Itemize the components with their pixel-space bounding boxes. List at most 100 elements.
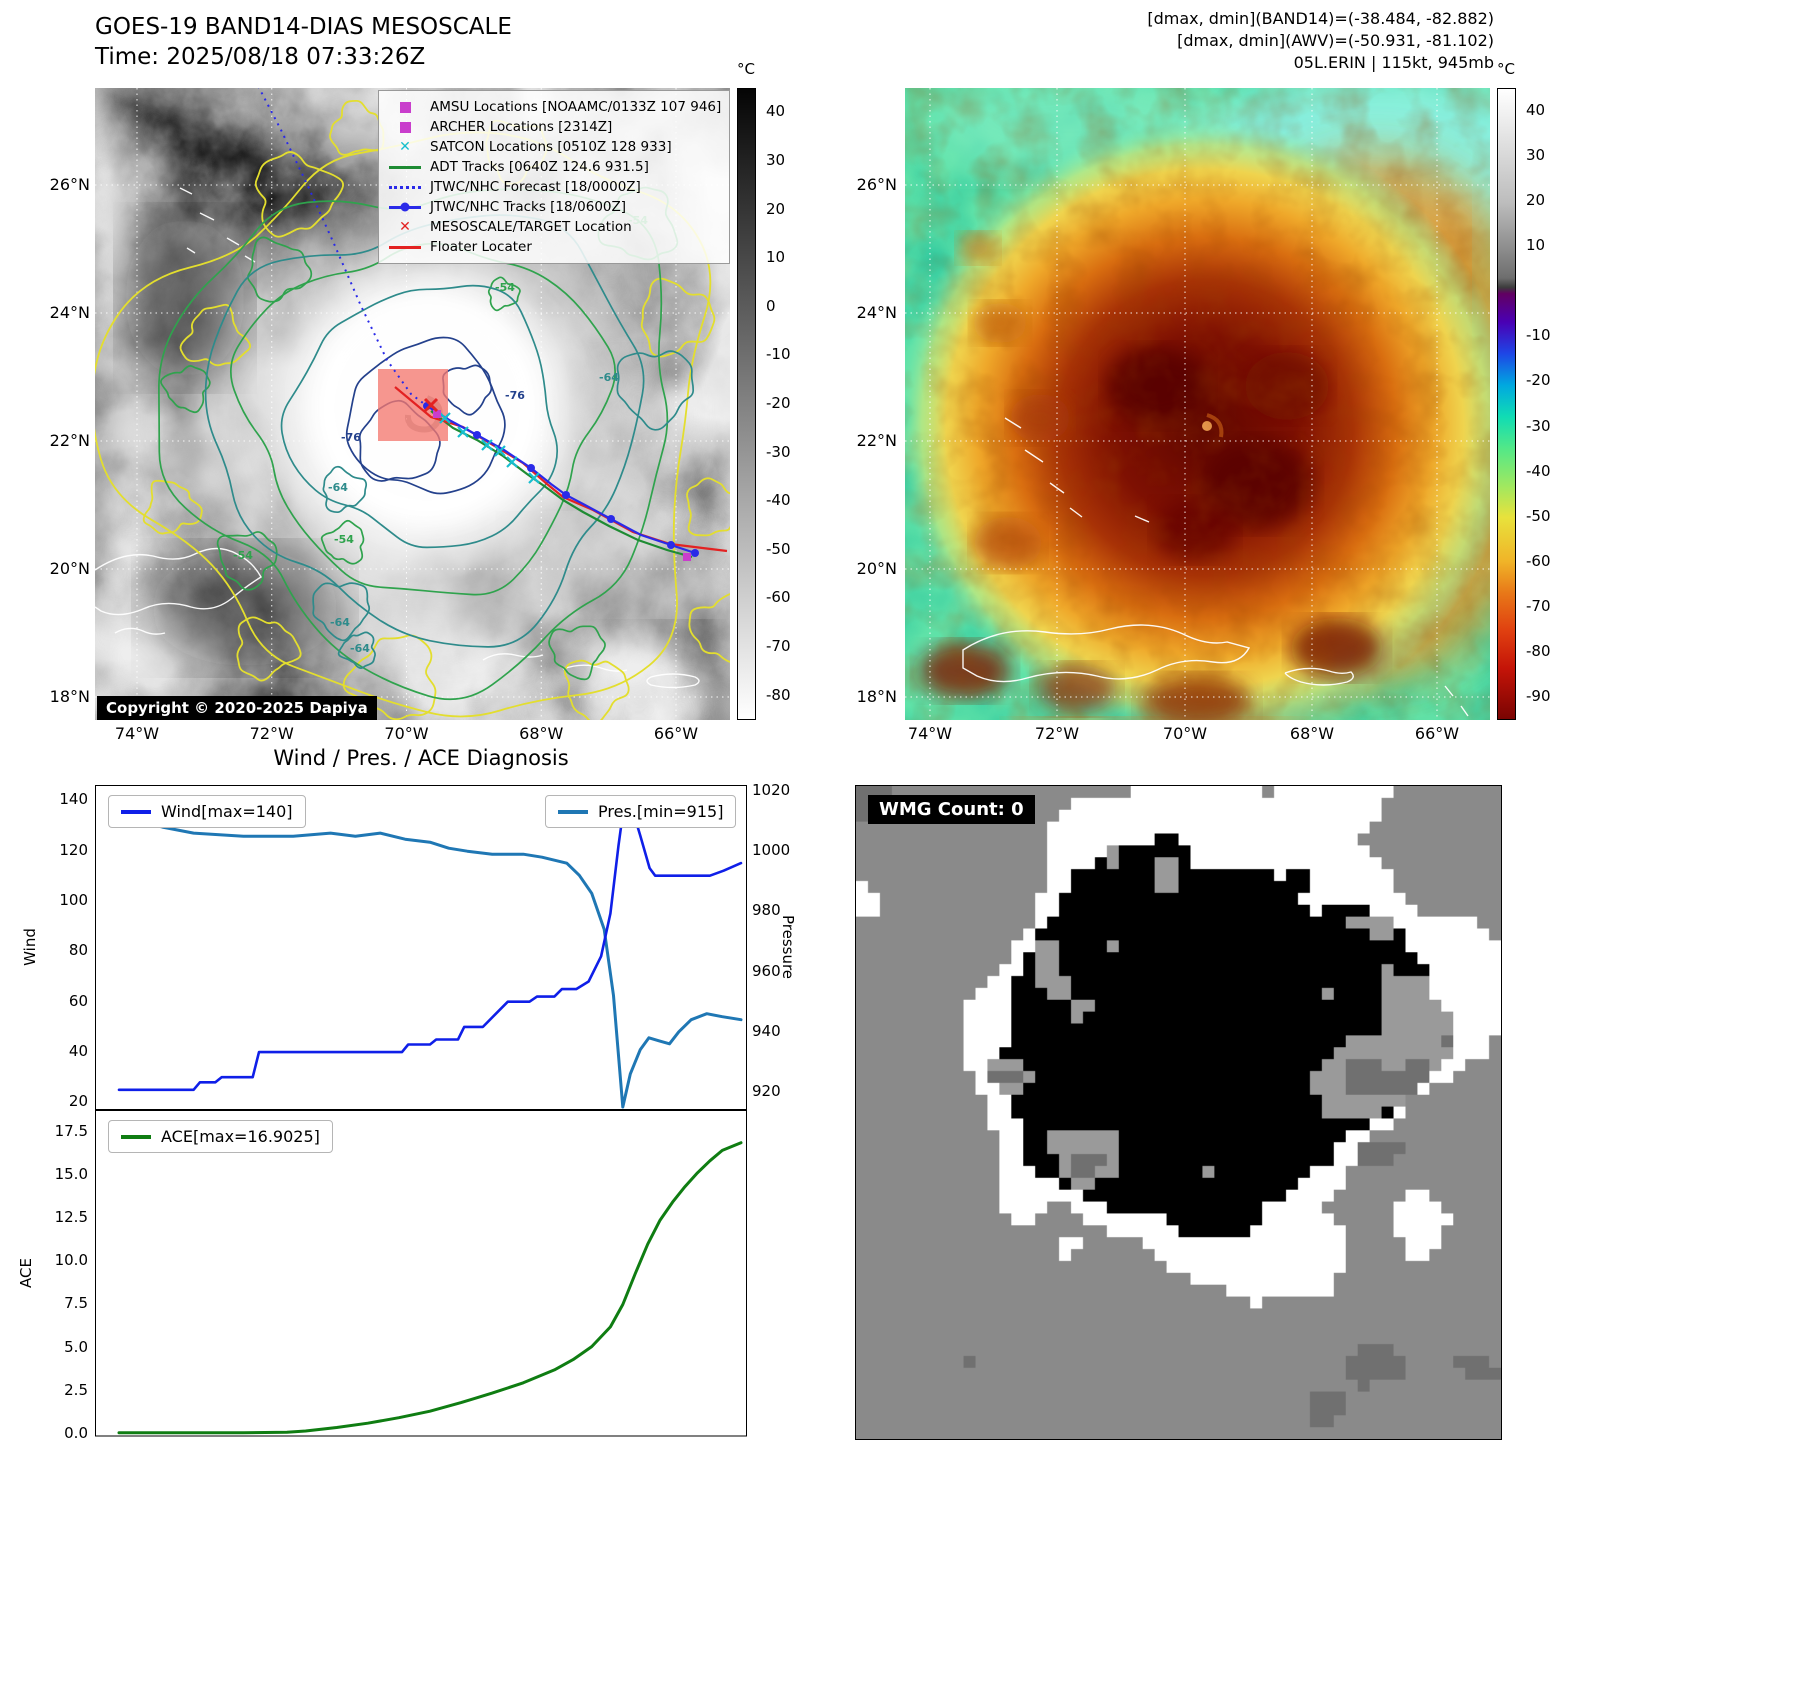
- ace-tick-label: 12.5: [54, 1208, 88, 1227]
- dmax-band14-line: [dmax, dmin](BAND14)=(-38.484, -82.882): [1147, 9, 1494, 28]
- satcon-marker: [439, 412, 451, 424]
- colorbar-tick: 20: [1526, 190, 1546, 209]
- color-ir-panel: [dmax, dmin](BAND14)=(-38.484, -82.882) …: [800, 0, 1801, 743]
- ace-tick-label: 5.0: [64, 1337, 88, 1356]
- ace-legend: ACE[max=16.9025]: [108, 1120, 333, 1153]
- legend-item: ✕ SATCON Locations [0510Z 128 933]: [388, 137, 720, 157]
- legend-marker: [388, 165, 422, 169]
- graticule: [905, 88, 1490, 720]
- coastlines: [962, 417, 1469, 717]
- color-ir-satellite-map: [905, 88, 1490, 720]
- pressure-tick-label: 980: [752, 901, 781, 920]
- lon-tick-label: 66°W: [1414, 724, 1460, 743]
- colorbar-tick: -40: [1526, 461, 1551, 480]
- legend-label: JTWC/NHC Tracks [18/0600Z]: [430, 199, 627, 215]
- lat-tick-label: 26°N: [49, 175, 90, 194]
- colorbar-tick: -90: [1526, 687, 1551, 706]
- colorbar-tick: -20: [1526, 371, 1551, 390]
- lon-tick-label: 74°W: [907, 724, 953, 743]
- ace-tick-label: 2.5: [64, 1380, 88, 1399]
- square-marker-icon: [399, 101, 411, 113]
- colorbar-tick-layer: 40 30 20 10 -10 -20 -30 -40 -50 -60 -70 -80 -90: [1522, 88, 1566, 720]
- dot-marker-icon: [400, 202, 410, 212]
- band14-panel: GOES-19 BAND14-DIAS MESOSCALE Time: 2025…: [0, 0, 800, 743]
- wind-legend-label: Wind[max=140]: [161, 802, 293, 821]
- colorbar-tick: 40: [766, 102, 786, 121]
- lon-tick-label: 70°W: [384, 724, 429, 743]
- colorbar-tick: -70: [766, 637, 791, 656]
- dotted-line-icon: [389, 185, 421, 189]
- colorbar-unit-label: °C: [737, 60, 755, 78]
- wind-tick-label: 40: [68, 1042, 88, 1061]
- longitude-axis: 74°W 72°W 70°W 68°W 66°W: [905, 724, 1490, 750]
- wind-axis-label: Wind: [21, 928, 39, 966]
- copyright-label: Copyright © 2020-2025 Dapiya: [97, 696, 377, 720]
- lon-tick-label: 68°W: [519, 724, 564, 743]
- line-icon: [389, 165, 421, 169]
- ace-legend-label: ACE[max=16.9025]: [161, 1127, 320, 1146]
- legend-item: ADT Tracks [0640Z 124.6 931.5]: [388, 157, 720, 177]
- target-x-marker: [423, 397, 439, 413]
- colorbar-tick: -50: [1526, 506, 1551, 525]
- colorbar-tick: -10: [766, 345, 791, 364]
- lon-tick-label: 66°W: [653, 724, 699, 743]
- colorbar-tick: -50: [766, 539, 791, 558]
- ace-tick-label: 0.0: [64, 1423, 88, 1442]
- mesoscale-target-square: [378, 369, 448, 441]
- pressure-tick-label: 940: [752, 1021, 781, 1040]
- colorbar-tick: -10: [1526, 326, 1551, 345]
- jtwc-track-point: [667, 541, 675, 549]
- satcon-marker: [481, 439, 493, 451]
- wmg-pixel-image: [856, 786, 1501, 1439]
- storm-id-line: 05L.ERIN | 115kt, 945mb: [1293, 53, 1494, 72]
- colorbar-tick: 20: [766, 199, 786, 218]
- lon-tick-label: 70°W: [1162, 724, 1208, 743]
- lat-tick-label: 22°N: [856, 431, 897, 450]
- pressure-legend-label: Pres.[min=915]: [598, 802, 724, 821]
- legend-label: Floater Locater: [430, 239, 532, 255]
- wind-legend: Wind[max=140]: [108, 795, 306, 828]
- colorbar-tick: 10: [1526, 236, 1546, 254]
- longitude-axis: 74°W 72°W 70°W 68°W 66°W: [95, 724, 730, 750]
- lat-tick-label: 18°N: [856, 687, 897, 706]
- wind-tick-label: 100: [59, 890, 88, 909]
- panel1-subtitle: Time: 2025/08/18 07:33:26Z: [95, 44, 426, 70]
- pressure-tick-label: 1000: [752, 841, 791, 860]
- legend-item: ARCHER Locations [2314Z]: [388, 117, 720, 137]
- lat-tick-label: 22°N: [49, 431, 90, 450]
- dmax-awv-line: [dmax, dmin](AWV)=(-50.931, -81.102): [1177, 31, 1494, 50]
- panel1-title: GOES-19 BAND14-DIAS MESOSCALE: [95, 14, 512, 40]
- amsu-archer-marker: [683, 553, 691, 561]
- wmg-count-badge: WMG Count: 0: [868, 795, 1035, 824]
- lat-tick-label: 24°N: [856, 303, 897, 322]
- chart-title: Wind / Pres. / ACE Diagnosis: [273, 746, 569, 770]
- lat-tick-label: 20°N: [49, 559, 90, 578]
- legend-label: SATCON Locations [0510Z 128 933]: [430, 139, 672, 155]
- latitude-axis: 26°N 24°N 22°N 20°N 18°N: [843, 88, 897, 720]
- colorbar-tick: -70: [1526, 597, 1551, 616]
- pressure-legend: Pres.[min=915]: [545, 795, 737, 828]
- wind-tick-label: 60: [68, 991, 88, 1010]
- lat-tick-label: 18°N: [49, 687, 90, 706]
- legend-marker: [388, 245, 422, 249]
- colorbar-tick: -60: [1526, 552, 1551, 570]
- ace-tick-label: 10.0: [54, 1251, 88, 1270]
- colorbar-unit-label: °C: [1497, 60, 1515, 78]
- colorbar-tick: -80: [1526, 642, 1551, 661]
- adt-track: [430, 410, 693, 559]
- x-marker-icon: ✕: [399, 219, 411, 235]
- legend-marker: [388, 202, 422, 212]
- line-icon: [389, 245, 421, 249]
- colorbar-tick: 40: [1526, 100, 1546, 119]
- amsu-archer-marker: [433, 410, 441, 418]
- satcon-marker: [457, 426, 469, 438]
- pressure-series-line: [117, 813, 743, 1109]
- legend-label: MESOSCALE/TARGET Location: [430, 219, 632, 235]
- ace-axis-label: ACE: [17, 1258, 35, 1288]
- wind-tick-label: 20: [68, 1092, 88, 1111]
- ace-tick-label: 7.5: [64, 1294, 88, 1313]
- legend-marker: [388, 121, 422, 133]
- colorbar-tick: 10: [766, 248, 786, 267]
- ace-series-line: [117, 1141, 743, 1435]
- satcon-marker: [494, 445, 506, 457]
